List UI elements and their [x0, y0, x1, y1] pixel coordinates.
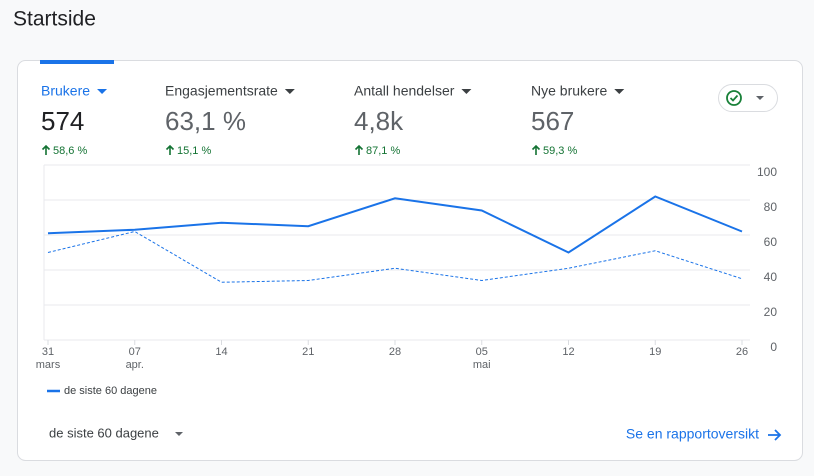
y-tick-label: 80 [764, 200, 778, 214]
up-arrow [531, 144, 541, 155]
legend-label: de siste 60 dagene [64, 385, 157, 397]
comparison-line [47, 230, 743, 283]
y-tick-label: 60 [764, 235, 778, 249]
metric-change: 87,1 % [366, 145, 400, 157]
metric-name[interactable]: Brukere [41, 83, 90, 99]
x-tick-label: 21 [302, 346, 314, 358]
x-tick-label: 07 [129, 346, 141, 358]
x-tick-label: 12 [562, 346, 574, 358]
up-arrow [41, 144, 51, 155]
x-tick-label: 26 [736, 346, 748, 358]
dropdown-arrow [97, 89, 108, 94]
metric-name[interactable]: Engasjementsrate [165, 83, 278, 99]
dropdown-arrow [461, 89, 472, 94]
metric-value: 567 [531, 106, 574, 136]
x-tick-label: 31 [42, 346, 54, 358]
series-line [47, 195, 743, 254]
y-tick-label: 40 [764, 270, 778, 284]
page-title: Startside [13, 8, 96, 31]
metric-value: 4,8k [354, 106, 404, 136]
dropdown-arrow [284, 89, 295, 94]
check-mark [729, 94, 739, 102]
dropdown-arrow [614, 89, 625, 94]
x-tick-sublabel: mars [36, 359, 61, 371]
metric-change: 59,3 % [543, 145, 577, 157]
dropdown-arrow [175, 432, 183, 436]
x-tick-sublabel: mai [473, 359, 491, 371]
x-tick-label: 05 [476, 346, 488, 358]
report-link[interactable]: Se en rapportoversikt [626, 426, 759, 442]
x-tick-label: 28 [389, 346, 401, 358]
metric-change: 15,1 % [177, 145, 211, 157]
metric-name[interactable]: Nye brukere [531, 83, 607, 99]
up-arrow [165, 144, 175, 155]
y-tick-label: 100 [757, 165, 777, 179]
dropdown-arrow [756, 96, 764, 100]
link-arrow [768, 429, 782, 441]
x-tick-label: 19 [649, 346, 661, 358]
metric-change: 58,6 % [53, 145, 87, 157]
metric-value: 574 [41, 106, 84, 136]
y-tick-label: 0 [770, 340, 777, 354]
selected-tab-indicator [40, 60, 114, 64]
metric-value: 63,1 % [165, 106, 246, 136]
x-tick-label: 14 [215, 346, 227, 358]
x-tick-sublabel: apr. [126, 359, 144, 371]
metric-name[interactable]: Antall hendelser [354, 83, 455, 99]
y-tick-label: 20 [764, 305, 778, 319]
check-icon [726, 90, 742, 106]
period-selector[interactable]: de siste 60 dagene [49, 425, 159, 440]
up-arrow [354, 144, 364, 155]
card [17, 60, 803, 461]
